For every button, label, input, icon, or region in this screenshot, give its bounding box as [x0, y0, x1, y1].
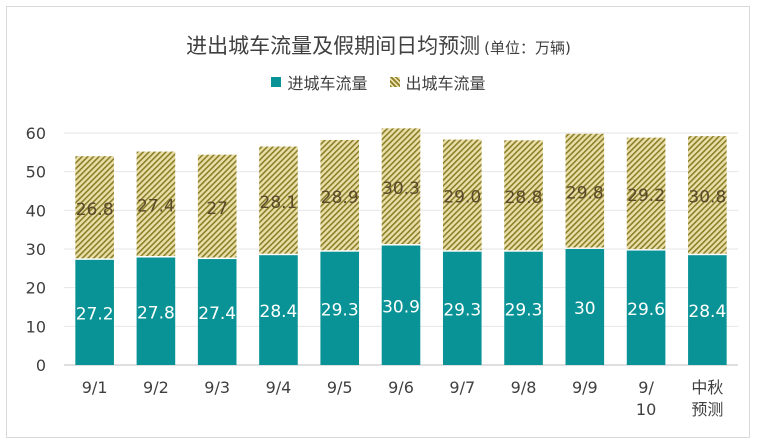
data-label-inbound: 29.3: [505, 300, 543, 320]
bar-inbound: [381, 245, 421, 365]
x-tick-label: 9/8: [511, 378, 537, 397]
legend-item-inbound: 进城车流量: [271, 70, 368, 94]
legend-label-outbound: 出城车流量: [405, 74, 486, 93]
bar-inbound: [136, 257, 176, 365]
data-label-inbound: 29.6: [627, 300, 665, 320]
bar-inbound: [442, 251, 482, 365]
legend-item-outbound: 出城车流量: [389, 70, 486, 94]
bar-outbound: [504, 140, 543, 251]
y-tick-label: 20: [26, 279, 46, 298]
data-label-outbound: 28.1: [260, 193, 298, 213]
y-tick-label: 0: [36, 356, 46, 375]
bar-outbound: [688, 136, 727, 254]
data-label-outbound: 27: [206, 199, 228, 219]
y-tick-label: 50: [26, 163, 46, 182]
y-tick-label: 40: [26, 201, 46, 220]
legend-swatch-inbound: [271, 77, 282, 87]
data-label-outbound: 26.8: [76, 200, 114, 220]
data-label-outbound: 30.3: [382, 179, 420, 199]
bar-inbound: [259, 255, 298, 365]
data-label-inbound: 27.8: [137, 303, 175, 323]
bar-inbound: [504, 251, 543, 365]
data-label-outbound: 28.8: [505, 188, 543, 208]
legend-label-inbound: 进城车流量: [287, 74, 368, 93]
data-label-inbound: 29.3: [321, 300, 359, 320]
x-tick-label: 9/7: [449, 378, 475, 397]
bar-outbound: [320, 139, 360, 251]
data-label-inbound: 27.4: [198, 304, 236, 324]
bar-outbound: [136, 151, 176, 257]
x-tick-label: 9/6: [388, 378, 414, 397]
x-tick-label: 9/1: [82, 378, 108, 397]
chart-title-text: 进出城车流量及假期间日均预测: [186, 34, 481, 58]
y-tick-label: 30: [26, 240, 46, 259]
y-tick-label: 10: [26, 317, 46, 336]
bar-inbound: [626, 250, 666, 365]
chart-frame: [6, 6, 750, 438]
bar-outbound: [197, 154, 237, 258]
bar-inbound: [197, 259, 237, 365]
x-tick-label: 9/4: [266, 378, 292, 397]
bar-outbound: [442, 139, 482, 251]
data-label-outbound: 28.9: [321, 188, 359, 208]
x-tick-label: 中秋预测: [691, 378, 723, 419]
x-tick-label: 9/5: [327, 378, 353, 397]
data-label-inbound: 30: [574, 299, 596, 319]
chart-unit: (单位：万辆): [484, 39, 571, 57]
data-label-inbound: 29.3: [443, 300, 481, 320]
legend-swatch-outbound: [389, 77, 400, 87]
x-tick-label: 9/3: [204, 378, 230, 397]
data-label-outbound: 29.2: [627, 186, 665, 206]
data-label-outbound: 30.8: [688, 188, 726, 208]
data-label-outbound: 27.4: [137, 197, 175, 217]
bar-outbound: [565, 133, 605, 248]
data-label-inbound: 28.4: [260, 302, 298, 322]
data-label-outbound: 29.8: [566, 183, 604, 203]
data-label-inbound: 27.2: [76, 304, 114, 324]
x-tick-label: 9/9: [572, 378, 598, 397]
data-label-inbound: 30.9: [382, 297, 420, 317]
bar-outbound: [259, 146, 298, 254]
data-label-inbound: 28.4: [688, 302, 726, 322]
bar-inbound: [565, 249, 605, 365]
legend: 进城车流量 出城车流量: [0, 70, 757, 94]
bar-outbound: [626, 137, 666, 250]
x-tick-label: 9/10: [636, 378, 656, 419]
bar-inbound: [320, 251, 360, 365]
chart-title: 进出城车流量及假期间日均预测 (单位：万辆): [0, 30, 757, 60]
bar-outbound: [75, 156, 114, 259]
x-tick-label: 9/2: [143, 378, 169, 397]
bar-inbound: [688, 255, 727, 365]
data-label-outbound: 29.0: [443, 188, 481, 208]
y-tick-label: 60: [26, 124, 46, 143]
bar-outbound: [381, 128, 421, 245]
bar-inbound: [75, 259, 114, 365]
